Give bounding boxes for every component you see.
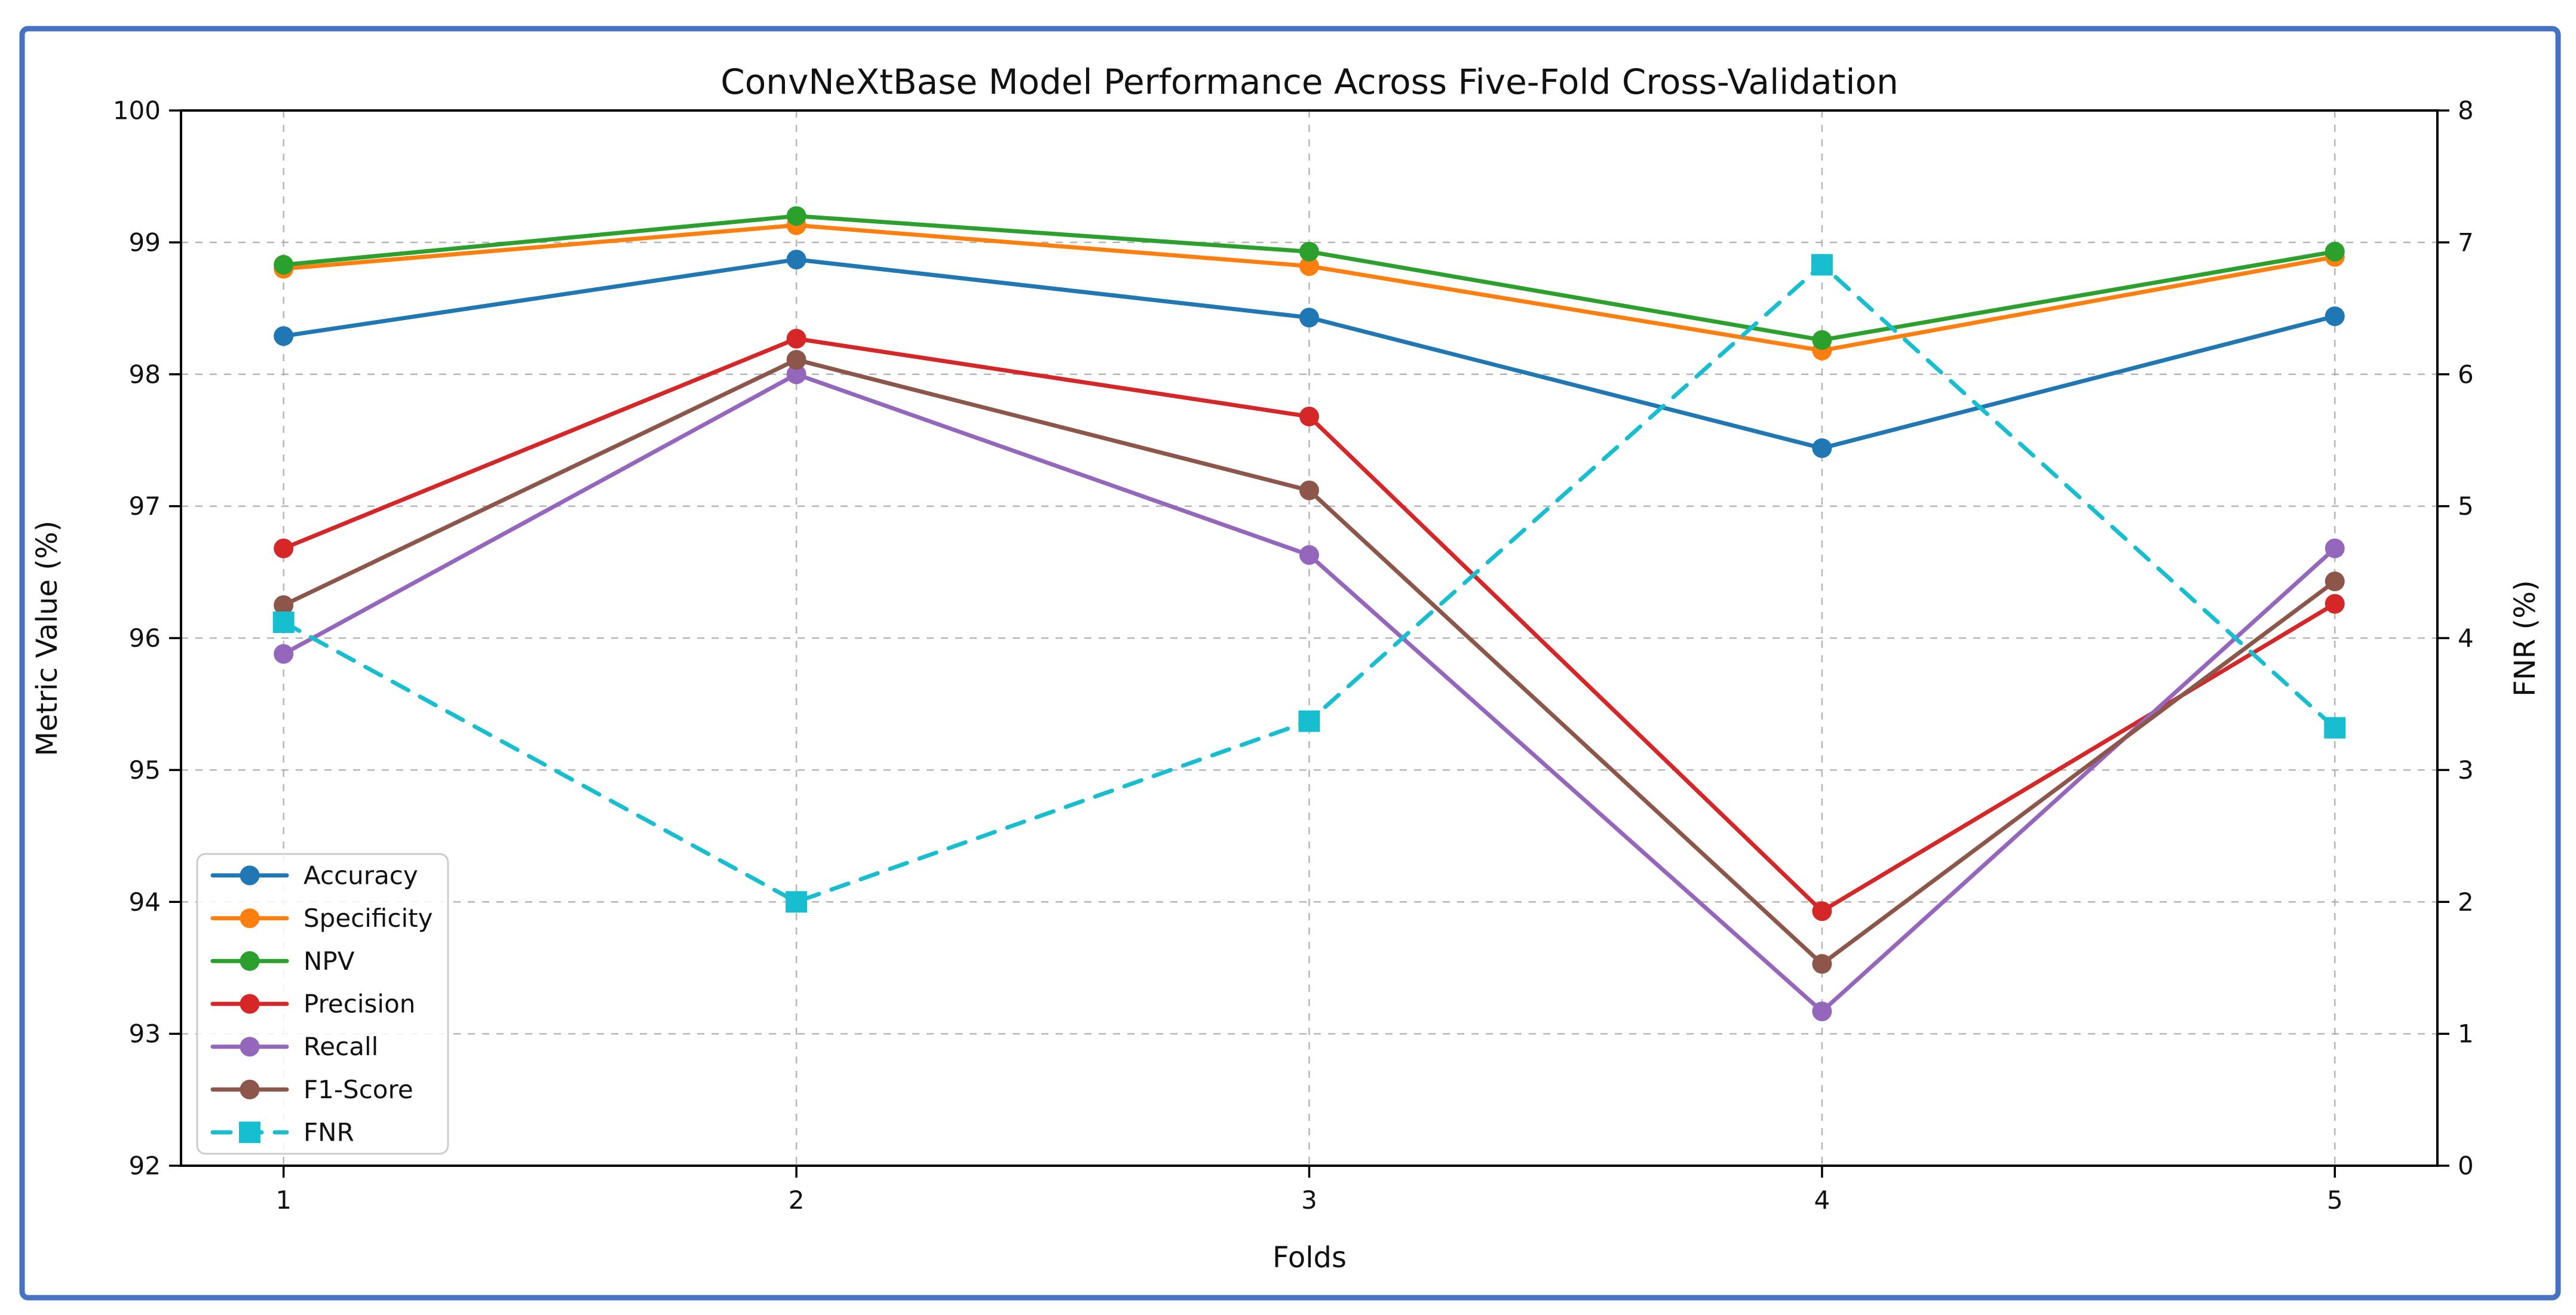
x-tick-label: 5 xyxy=(2327,1185,2343,1215)
legend-marker-fnr xyxy=(239,1122,260,1144)
legend-marker-recall xyxy=(240,1037,260,1057)
data-point-f1-score xyxy=(1812,954,1832,974)
chart-title: ConvNeXtBase Model Performance Across Fi… xyxy=(720,62,1899,102)
left-tick-label: 96 xyxy=(129,623,161,653)
data-point-accuracy xyxy=(1299,308,1319,328)
legend-label-recall: Recall xyxy=(303,1032,378,1061)
right-tick-label: 8 xyxy=(2458,96,2474,125)
right-y-axis-label: FNR (%) xyxy=(2508,580,2542,696)
legend: Accuracy Specificity NPV Precision Recall F1-… xyxy=(196,853,449,1155)
data-point-accuracy xyxy=(274,326,294,346)
right-tick-label: 7 xyxy=(2458,228,2474,257)
legend-box xyxy=(196,853,449,1155)
left-tick-label: 92 xyxy=(129,1151,161,1181)
data-point-npv xyxy=(786,206,806,226)
data-point-fnr xyxy=(1298,710,1320,732)
data-point-recall xyxy=(274,644,294,664)
legend-label-npv: NPV xyxy=(303,947,355,976)
data-point-f1-score xyxy=(786,349,806,370)
right-tick-label: 5 xyxy=(2458,491,2474,521)
legend-label-accuracy: Accuracy xyxy=(303,861,418,890)
legend-marker-npv xyxy=(240,951,260,971)
x-axis-label: Folds xyxy=(1272,1241,1347,1274)
data-point-recall xyxy=(786,364,806,385)
left-tick-label: 93 xyxy=(129,1019,161,1049)
data-point-fnr xyxy=(272,611,295,633)
data-point-fnr xyxy=(1811,254,1833,276)
data-point-f1-score xyxy=(1299,480,1319,500)
right-tick-label: 2 xyxy=(2458,887,2474,917)
data-point-npv xyxy=(1812,330,1832,350)
x-tick-label: 3 xyxy=(1301,1185,1317,1215)
data-point-specificity xyxy=(1299,256,1319,276)
legend-label-precision: Precision xyxy=(303,990,415,1019)
left-tick-label: 95 xyxy=(129,755,161,785)
data-point-precision xyxy=(2324,594,2345,614)
data-point-recall xyxy=(1812,1001,1832,1022)
slide-border xyxy=(19,26,2561,1301)
data-point-precision xyxy=(1812,901,1832,921)
data-point-precision xyxy=(1299,406,1319,426)
legend-label-specificity: Specificity xyxy=(303,904,433,933)
left-tick-label: 94 xyxy=(129,887,161,917)
data-point-npv xyxy=(2324,241,2345,262)
legend-marker-f1-score xyxy=(240,1079,260,1099)
data-point-recall xyxy=(2324,538,2345,558)
left-tick-label: 97 xyxy=(129,491,161,521)
right-tick-label: 0 xyxy=(2458,1151,2474,1181)
data-point-precision xyxy=(786,328,806,349)
right-tick-label: 1 xyxy=(2458,1019,2474,1049)
x-tick-label: 1 xyxy=(275,1185,292,1215)
data-point-fnr xyxy=(2324,717,2346,739)
series-layer xyxy=(272,206,2346,1022)
data-point-precision xyxy=(274,538,294,558)
data-point-recall xyxy=(1299,545,1319,565)
legend-marker-accuracy xyxy=(240,865,260,886)
left-y-axis-label: Metric Value (%) xyxy=(30,521,64,757)
data-point-f1-score xyxy=(2324,572,2345,592)
left-tick-label: 99 xyxy=(129,228,161,257)
right-tick-label: 3 xyxy=(2458,755,2474,785)
data-point-accuracy xyxy=(786,250,806,270)
axes-layer: 92 93 94 95 96 97 98 99 100 0 1 2 3 4 5 6 7 8 1 2 3 4 5 xyxy=(113,96,2474,1215)
legend-label-fnr: FNR xyxy=(303,1118,354,1147)
data-point-npv xyxy=(274,254,294,275)
data-point-accuracy xyxy=(2324,306,2345,327)
data-point-accuracy xyxy=(1812,438,1832,458)
data-point-npv xyxy=(1299,241,1319,262)
data-point-fnr xyxy=(786,891,808,913)
x-tick-label: 4 xyxy=(1814,1185,1830,1215)
left-tick-label: 100 xyxy=(113,96,161,125)
left-tick-label: 98 xyxy=(129,360,161,389)
right-tick-label: 4 xyxy=(2458,623,2474,653)
right-tick-label: 6 xyxy=(2458,360,2474,389)
legend-marker-precision xyxy=(240,994,260,1014)
x-tick-label: 2 xyxy=(789,1185,805,1215)
data-point-f1-score xyxy=(274,595,294,615)
legend-label-f1-score: F1-Score xyxy=(303,1075,413,1104)
legend-marker-specificity xyxy=(240,908,260,929)
